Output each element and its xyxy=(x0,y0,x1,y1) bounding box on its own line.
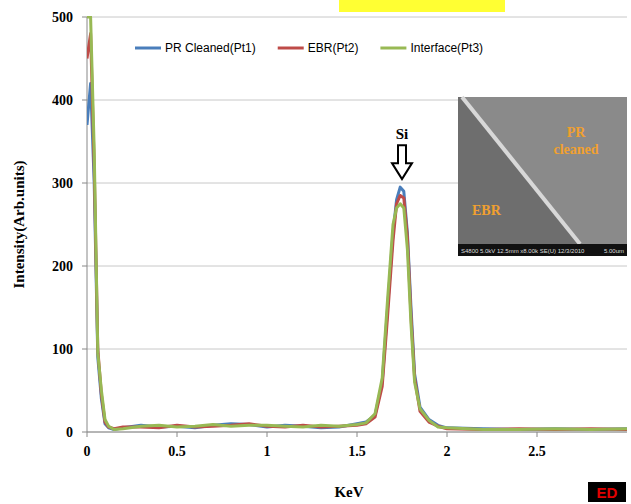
tick-label: 100 xyxy=(52,342,73,357)
plot-area xyxy=(87,17,627,430)
tick xyxy=(82,432,87,433)
legend-swatch xyxy=(278,47,304,50)
grid-line xyxy=(87,17,627,18)
legend-swatch xyxy=(380,47,406,50)
y-axis-title: Intensity(Arb.units) xyxy=(11,161,28,289)
series-line xyxy=(87,34,627,430)
inset-label-line: cleaned xyxy=(553,142,598,157)
tick-label: 300 xyxy=(52,176,73,191)
legend-label: PR Cleaned(Pt1) xyxy=(165,41,256,55)
tick-label: 0.5 xyxy=(168,444,186,459)
legend-label: Interface(Pt3) xyxy=(410,41,483,55)
inset-caption: S4800 5.0kV 12.5mm x8.00k SE(U) 12/3/201… xyxy=(461,248,585,254)
tick xyxy=(82,349,87,350)
tick-label: 200 xyxy=(52,259,73,274)
tick xyxy=(267,432,268,437)
tick xyxy=(357,432,358,437)
legend-swatch xyxy=(135,47,161,50)
legend-label: EBR(Pt2) xyxy=(308,41,359,55)
inset-region xyxy=(462,97,627,244)
badge: ED xyxy=(597,484,618,501)
grid-line xyxy=(87,266,627,267)
tick-label: 1.5 xyxy=(348,444,366,459)
inset-label-line: PR xyxy=(567,125,587,140)
tick xyxy=(82,100,87,101)
y-axis xyxy=(87,17,88,432)
tick-label: 2.5 xyxy=(528,444,546,459)
tick-label: 2 xyxy=(444,444,451,459)
inset-edge xyxy=(462,97,580,244)
annotation-arrow xyxy=(392,145,412,179)
tick-label: 500 xyxy=(52,10,73,25)
tick xyxy=(447,432,448,437)
tick-label: 0 xyxy=(84,444,91,459)
inset-background xyxy=(458,97,627,256)
tick xyxy=(177,432,178,437)
badge-box xyxy=(588,482,626,502)
x-axis xyxy=(87,432,627,433)
tick-label: 1 xyxy=(264,444,271,459)
annotation: Si xyxy=(396,126,409,142)
tick xyxy=(82,17,87,18)
tick xyxy=(87,432,88,437)
x-axis-title: KeV xyxy=(334,484,363,500)
tick xyxy=(82,266,87,267)
inset-scale: 5.00um xyxy=(604,248,624,254)
chart: 0 100 200 300 400 500 0 0.5 1 1.5 2 2.5 KeV Intensity… xyxy=(0,0,631,504)
tick-label: 400 xyxy=(52,93,73,108)
inset-label: PR cleaned xyxy=(553,125,598,157)
inset-label: EBR xyxy=(472,203,502,218)
series-line xyxy=(87,83,627,429)
highlight xyxy=(339,0,505,12)
grid-line xyxy=(87,432,627,433)
inset-caption-bar xyxy=(458,244,627,256)
grid-line xyxy=(87,349,627,350)
inset-image: PR cleaned EBR S4800 5.0kV 12.5mm x8.00k SE… xyxy=(458,97,627,256)
tick-label: 0 xyxy=(66,425,73,440)
tick xyxy=(82,183,87,184)
tick xyxy=(537,432,538,437)
series-line xyxy=(87,17,627,430)
